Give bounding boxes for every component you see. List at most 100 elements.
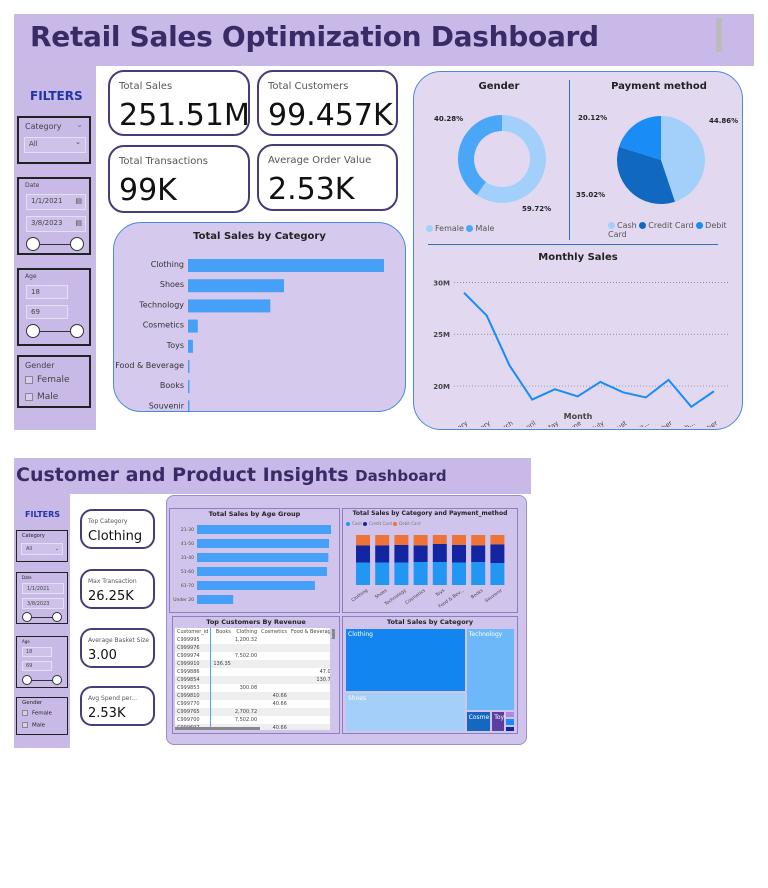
age-min-input[interactable]: 18 — [22, 647, 52, 657]
vertical-scrollbar[interactable] — [332, 629, 335, 639]
table-row[interactable]: C999995 1,200.32 — [175, 636, 330, 644]
column-header[interactable]: Food & Beverage — [290, 629, 330, 635]
bar-age-31-40 — [197, 553, 329, 562]
checkbox[interactable] — [25, 375, 33, 384]
y-tick-label: 25M — [433, 331, 450, 339]
bar-segment-cash — [356, 562, 370, 585]
data-label: 20.12% — [578, 114, 607, 122]
legend-debit-card[interactable]: Debit Card — [608, 221, 727, 239]
x-tick-label: March — [494, 419, 515, 427]
table-cell — [289, 652, 330, 660]
column-header[interactable]: Cosmetics — [261, 629, 287, 635]
column-header[interactable]: Customer_id — [175, 628, 212, 636]
legend-label: Cash — [352, 521, 362, 526]
table-cell — [288, 692, 330, 700]
treemap-tile-cosmetics[interactable]: Cosme... — [465, 711, 495, 732]
legend-cash[interactable]: Cash — [608, 221, 637, 230]
slider-handle-start[interactable] — [26, 237, 40, 251]
treemap-tile-shoes[interactable]: Shoes — [345, 692, 466, 732]
category-slicer: Category ⌄ All ⌄ — [17, 116, 91, 164]
table-row[interactable]: C999700 7,502.00 — [175, 716, 330, 724]
gender-option-female[interactable]: Female — [25, 375, 70, 385]
table-cell: C999770 — [175, 700, 212, 708]
y-tick-label: 20M — [433, 383, 450, 391]
category-payment-panel: Total Sales by Category and Payment_meth… — [342, 508, 518, 613]
treemap-tile-technology[interactable]: Technology — [465, 628, 515, 712]
table-row[interactable]: C999886 47.07 — [175, 668, 330, 676]
scrollbar[interactable] — [716, 18, 722, 52]
option-label: Male — [32, 722, 46, 729]
gender-option-male[interactable]: Male — [25, 392, 58, 402]
slider-handle-start[interactable] — [26, 324, 40, 338]
chart-title: Total Sales by Age Group — [208, 510, 301, 518]
category-tick-label: Toys — [166, 341, 184, 350]
age-range-slider[interactable] — [26, 324, 84, 338]
table-row[interactable]: C999854 130.75 — [175, 676, 330, 684]
legend-male[interactable]: Male — [466, 224, 494, 233]
gender-option-male[interactable]: Male — [22, 722, 45, 729]
date-end-input[interactable]: 3/8/2023 — [22, 598, 64, 609]
age-min-input[interactable]: 18 — [26, 285, 68, 299]
gender-donut-chart: 59.72% 40.28% — [434, 115, 551, 213]
table-row[interactable]: C999910 136.35 — [175, 660, 330, 668]
date-range-slider[interactable] — [26, 237, 84, 251]
checkbox[interactable] — [22, 722, 28, 728]
chart-title: Total Sales by Category — [386, 618, 474, 626]
age-max-input[interactable]: 69 — [22, 661, 52, 671]
slider-handle-end[interactable] — [52, 675, 62, 685]
treemap-tile-small[interactable] — [504, 725, 515, 732]
chevron-down-icon[interactable]: ⌄ — [76, 120, 83, 129]
column-header[interactable]: Clothing — [236, 629, 258, 635]
treemap-tile-small[interactable] — [504, 718, 515, 726]
calendar-icon[interactable]: ▤ — [75, 197, 82, 205]
age-range-slider[interactable] — [22, 675, 62, 685]
table-cell — [288, 660, 330, 668]
category-dropdown[interactable]: All ⌄ — [21, 543, 63, 555]
bar-segment-debit-card — [356, 535, 370, 546]
table-row[interactable]: C999810 40.66 — [175, 692, 330, 700]
table-cell — [211, 700, 233, 708]
legend-female[interactable]: Female — [426, 224, 464, 233]
top-customers-table[interactable]: Customer_id Books Clothing Cosmetics Food & … — [175, 628, 330, 730]
age-tick-label: Under 20 — [173, 597, 194, 603]
date-start-input[interactable]: 1/1/2021 — [22, 583, 64, 594]
table-row[interactable]: C999765 2,700.72 — [175, 708, 330, 716]
date-start-input[interactable]: 1/1/2021 ▤ — [26, 194, 86, 210]
slider-handle-end[interactable] — [70, 324, 84, 338]
treemap-tile-toys[interactable]: Toys — [491, 711, 507, 732]
age-max-input[interactable]: 69 — [26, 305, 68, 319]
column-header[interactable]: Books — [215, 629, 231, 635]
bar-segment-debit-card — [375, 535, 390, 546]
table-row[interactable]: C999976 — [175, 644, 330, 652]
date-range-slider[interactable] — [22, 612, 62, 622]
table-cell — [289, 700, 330, 708]
table-row[interactable]: C999974 7,502.00 — [175, 652, 330, 660]
x-tick-label: May — [544, 419, 560, 427]
table-cell — [211, 652, 233, 660]
y-tick-label: 30M — [433, 279, 450, 287]
slider-handle-start[interactable] — [22, 675, 32, 685]
checkbox[interactable] — [25, 392, 33, 401]
legend-credit-card[interactable]: Credit Card — [639, 221, 694, 230]
table-cell — [288, 644, 330, 652]
sales-by-age-panel: Total Sales by Age Group 21-30 41-50 31-40… — [169, 508, 340, 613]
category-dropdown[interactable]: All ⌄ — [24, 137, 86, 153]
calendar-icon[interactable]: ▤ — [75, 219, 82, 227]
table-row[interactable]: C999770 40.66 — [175, 700, 330, 708]
slider-handle-start[interactable] — [22, 612, 32, 622]
checkbox[interactable] — [22, 710, 28, 716]
slider-handle-end[interactable] — [52, 612, 62, 622]
date-slicer: Date 1/1/2021 ▤ 3/8/2023 ▤ — [17, 177, 91, 255]
slider-handle-end[interactable] — [70, 237, 84, 251]
treemap-tile-small[interactable] — [504, 711, 515, 719]
date-end-input[interactable]: 3/8/2023 ▤ — [26, 216, 86, 232]
treemap-tile-clothing[interactable]: Clothing — [345, 628, 466, 693]
filters-heading: FILTERS — [25, 510, 61, 519]
table-cell — [232, 644, 260, 652]
gender-option-female[interactable]: Female — [22, 710, 52, 717]
bar-shoes — [188, 279, 285, 293]
table-title: Top Customers By Revenue — [206, 618, 306, 626]
table-row[interactable]: C999853 300.08 — [175, 684, 330, 692]
option-label: Female — [37, 375, 70, 385]
horizontal-scrollbar[interactable] — [175, 727, 260, 730]
